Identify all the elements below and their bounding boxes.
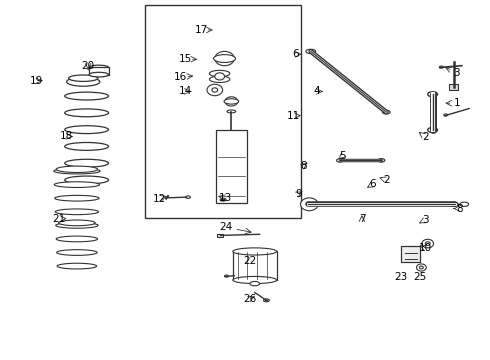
Text: 3: 3 — [454, 68, 460, 78]
Ellipse shape — [89, 65, 109, 70]
Ellipse shape — [224, 99, 239, 104]
Ellipse shape — [224, 275, 228, 277]
Circle shape — [215, 51, 234, 66]
Circle shape — [225, 97, 238, 106]
Text: 19: 19 — [30, 76, 43, 86]
Ellipse shape — [452, 203, 457, 206]
Text: 11: 11 — [287, 111, 300, 121]
Text: 13: 13 — [219, 193, 232, 203]
Ellipse shape — [186, 196, 191, 198]
Ellipse shape — [440, 66, 443, 68]
Text: 6: 6 — [369, 179, 376, 189]
Ellipse shape — [382, 111, 390, 114]
Ellipse shape — [214, 55, 236, 63]
Ellipse shape — [56, 236, 98, 242]
Ellipse shape — [55, 195, 99, 201]
Circle shape — [207, 84, 222, 96]
Ellipse shape — [221, 199, 224, 201]
Bar — [401, 246, 420, 262]
Text: 6: 6 — [293, 49, 299, 59]
Ellipse shape — [54, 182, 99, 188]
Ellipse shape — [56, 166, 98, 172]
Text: 14: 14 — [179, 86, 192, 96]
Ellipse shape — [444, 114, 448, 116]
Text: 21: 21 — [52, 213, 66, 224]
Ellipse shape — [450, 202, 459, 206]
Bar — [89, 67, 109, 75]
Text: 24: 24 — [219, 222, 232, 232]
Ellipse shape — [65, 176, 109, 184]
Ellipse shape — [460, 202, 468, 206]
Ellipse shape — [306, 49, 316, 54]
Circle shape — [422, 239, 434, 248]
Bar — [216, 130, 247, 203]
Text: 17: 17 — [195, 25, 208, 35]
Text: 15: 15 — [179, 54, 192, 64]
Text: 22: 22 — [243, 256, 256, 266]
Ellipse shape — [250, 282, 260, 286]
Ellipse shape — [227, 110, 236, 113]
Text: 8: 8 — [300, 161, 307, 171]
Text: 9: 9 — [295, 189, 302, 199]
Ellipse shape — [55, 209, 98, 215]
Ellipse shape — [67, 77, 100, 86]
Ellipse shape — [57, 263, 97, 269]
Ellipse shape — [65, 143, 109, 150]
Bar — [233, 251, 277, 280]
Ellipse shape — [54, 168, 100, 174]
Bar — [217, 234, 223, 237]
Circle shape — [215, 73, 224, 80]
Ellipse shape — [233, 248, 277, 255]
Bar — [449, 84, 459, 90]
Circle shape — [416, 264, 426, 271]
Ellipse shape — [337, 158, 343, 162]
Circle shape — [220, 56, 228, 62]
Ellipse shape — [65, 159, 109, 167]
Ellipse shape — [378, 158, 385, 162]
Circle shape — [425, 242, 430, 246]
Ellipse shape — [428, 127, 438, 132]
Text: 4: 4 — [314, 86, 320, 96]
Text: 1: 1 — [454, 98, 460, 108]
Ellipse shape — [428, 92, 438, 97]
Ellipse shape — [209, 70, 230, 77]
Circle shape — [419, 266, 423, 269]
Ellipse shape — [65, 109, 109, 117]
Ellipse shape — [89, 72, 109, 77]
Bar — [145, 5, 301, 217]
Circle shape — [300, 198, 318, 211]
Ellipse shape — [209, 76, 230, 82]
Text: 5: 5 — [339, 151, 346, 161]
Text: 18: 18 — [60, 131, 73, 141]
Ellipse shape — [69, 75, 98, 81]
Text: 10: 10 — [419, 243, 432, 253]
Circle shape — [212, 88, 218, 92]
Circle shape — [229, 100, 234, 103]
Ellipse shape — [65, 126, 109, 134]
Text: 2: 2 — [422, 132, 429, 142]
Text: 26: 26 — [243, 294, 256, 303]
Ellipse shape — [233, 276, 277, 284]
Text: 8: 8 — [456, 203, 463, 213]
Text: 16: 16 — [174, 72, 187, 82]
Text: 2: 2 — [383, 175, 390, 185]
Text: 20: 20 — [81, 61, 95, 71]
Ellipse shape — [65, 92, 109, 100]
Text: 7: 7 — [359, 213, 365, 224]
Ellipse shape — [307, 203, 312, 206]
Ellipse shape — [220, 198, 226, 201]
Ellipse shape — [265, 300, 268, 301]
Ellipse shape — [57, 249, 97, 255]
Ellipse shape — [56, 222, 98, 228]
Text: 23: 23 — [394, 272, 408, 282]
Text: 3: 3 — [422, 215, 429, 225]
Text: 25: 25 — [413, 272, 426, 282]
Ellipse shape — [264, 299, 270, 302]
Ellipse shape — [305, 202, 314, 206]
Text: 12: 12 — [153, 194, 167, 203]
Ellipse shape — [59, 220, 95, 226]
